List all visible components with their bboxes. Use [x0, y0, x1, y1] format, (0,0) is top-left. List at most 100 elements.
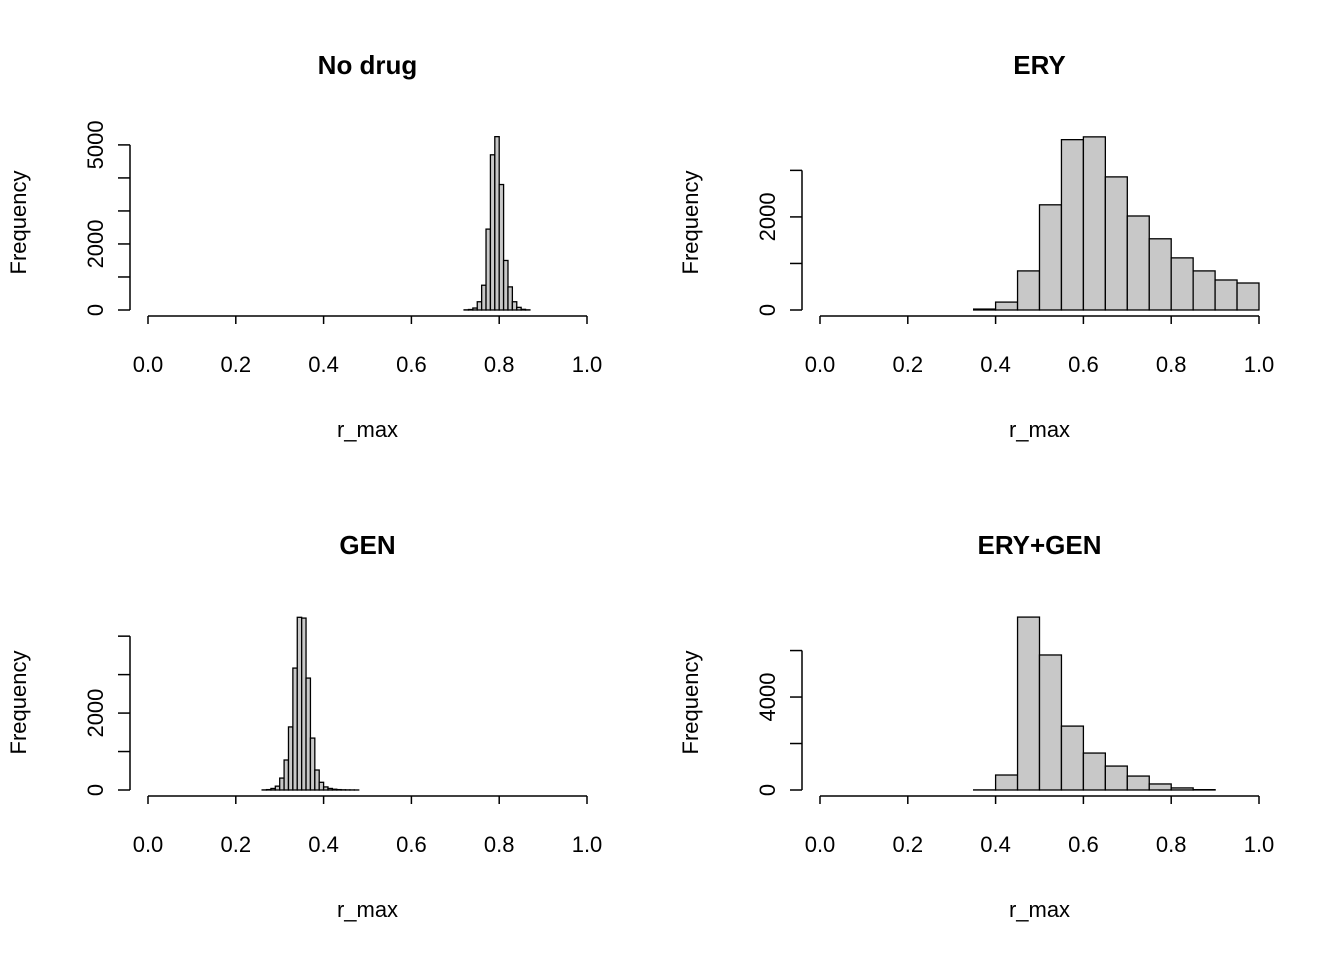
bar: [520, 308, 527, 311]
bar: [1126, 215, 1150, 311]
bar: [485, 228, 492, 311]
bar: [476, 301, 483, 311]
x-tick-label: 0.2: [893, 832, 924, 857]
bar: [1104, 765, 1128, 791]
bar: [498, 183, 505, 311]
bar: [494, 136, 500, 311]
y-tick-label: 0: [755, 784, 780, 796]
chart-title: GEN: [339, 530, 395, 560]
bar: [1038, 654, 1063, 791]
x-tick-label: 0.8: [1156, 352, 1187, 377]
bar: [287, 726, 294, 791]
bar: [309, 737, 316, 791]
bar: [1148, 238, 1172, 311]
x-axis-label: r_max: [1009, 417, 1070, 442]
bar: [283, 759, 290, 791]
x-tick-label: 0.0: [805, 832, 836, 857]
x-tick-label: 1.0: [572, 352, 603, 377]
bar: [1016, 270, 1041, 311]
bar: [1016, 616, 1041, 791]
y-tick-label: 0: [755, 304, 780, 316]
bar: [274, 785, 281, 791]
x-tick-label: 0.6: [1068, 352, 1099, 377]
bar: [1214, 279, 1238, 311]
bar: [314, 769, 320, 791]
bar: [472, 307, 478, 311]
x-tick-label: 0.2: [893, 352, 924, 377]
bar: [327, 787, 334, 791]
y-tick-label: 2000: [755, 192, 780, 241]
bar: [279, 777, 285, 791]
y-tick-label: 2000: [83, 689, 108, 738]
bar: [322, 786, 329, 791]
bar: [1060, 725, 1085, 791]
y-axis-label: Frequency: [6, 171, 31, 275]
y-tick-label: 2000: [83, 219, 108, 268]
y-tick-label: 5000: [83, 120, 108, 169]
bar: [292, 667, 298, 791]
x-tick-label: 0.8: [484, 832, 515, 857]
bar: [511, 301, 518, 311]
y-tick-label: 0: [83, 304, 108, 316]
bar: [318, 781, 325, 791]
chart-panel: ERY+GEN r_max Frequency 0.0 0.2 0.4 0.6 0.8 1.0 0…: [678, 530, 1274, 922]
bar: [331, 788, 338, 791]
x-tick-label: 0.6: [396, 832, 427, 857]
bar: [1126, 775, 1150, 791]
chart-title: No drug: [318, 50, 418, 80]
x-tick-label: 0.2: [221, 352, 252, 377]
chart-title: ERY+GEN: [977, 530, 1101, 560]
y-tick-label: 0: [83, 784, 108, 796]
y-axis-label: Frequency: [6, 651, 31, 755]
bar: [1038, 204, 1063, 311]
x-tick-label: 0.0: [805, 352, 836, 377]
bar: [1082, 752, 1107, 791]
x-tick-label: 0.0: [133, 832, 164, 857]
bar: [480, 284, 487, 311]
bar: [1236, 282, 1260, 311]
bar: [502, 259, 509, 311]
bar: [305, 677, 312, 791]
x-axis-label: r_max: [1009, 897, 1070, 922]
bar: [994, 301, 1019, 311]
x-tick-label: 0.4: [980, 832, 1011, 857]
x-tick-label: 0.6: [1068, 832, 1099, 857]
bar: [994, 774, 1019, 791]
bar: [507, 286, 514, 311]
bar: [1170, 257, 1194, 311]
y-tick-label: 4000: [755, 673, 780, 722]
bar: [1170, 787, 1194, 791]
bar: [1148, 783, 1172, 791]
x-tick-label: 1.0: [1244, 352, 1275, 377]
chart-panel: No drug r_max Frequency 0.0 0.2 0.4 0.6 0.8 1.0 0…: [6, 50, 602, 442]
x-axis-label: r_max: [337, 417, 398, 442]
x-tick-label: 0.4: [308, 832, 339, 857]
x-tick-label: 1.0: [572, 832, 603, 857]
y-axis-label: Frequency: [678, 651, 703, 755]
bar: [270, 787, 276, 791]
bar: [516, 306, 522, 311]
x-tick-label: 0.8: [1156, 832, 1187, 857]
bar: [489, 154, 496, 311]
x-tick-label: 0.8: [484, 352, 515, 377]
x-tick-label: 0.0: [133, 352, 164, 377]
x-tick-label: 0.2: [221, 832, 252, 857]
bar: [1104, 176, 1128, 311]
bar: [1192, 270, 1216, 311]
bar: [1082, 136, 1107, 311]
x-tick-label: 0.6: [396, 352, 427, 377]
x-tick-label: 1.0: [1244, 832, 1275, 857]
x-tick-label: 0.4: [308, 352, 339, 377]
chart-title: ERY: [1013, 50, 1066, 80]
y-axis-label: Frequency: [678, 171, 703, 275]
bar: [300, 617, 307, 791]
bar: [1060, 139, 1085, 311]
chart-panel: ERY r_max Frequency 0.0 0.2 0.4 0.6 0.8 1.0 0 2000: [678, 50, 1274, 442]
x-tick-label: 0.4: [980, 352, 1011, 377]
x-axis-label: r_max: [337, 897, 398, 922]
bar: [973, 308, 997, 311]
chart-panel: GEN r_max Frequency 0.0 0.2 0.4 0.6 0.8 1.0 0 2000: [6, 530, 602, 922]
bar: [296, 616, 303, 791]
